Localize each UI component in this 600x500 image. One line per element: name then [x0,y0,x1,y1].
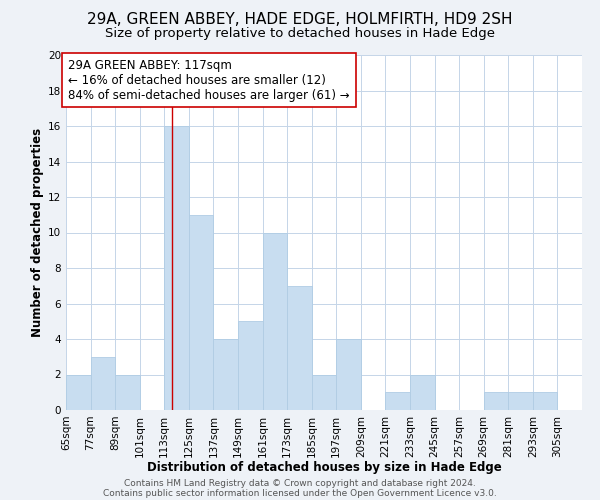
Bar [336,339,361,410]
Bar [484,392,508,410]
Bar [189,215,214,410]
Y-axis label: Number of detached properties: Number of detached properties [31,128,44,337]
Text: Contains public sector information licensed under the Open Government Licence v3: Contains public sector information licen… [103,488,497,498]
Bar [533,392,557,410]
Text: Contains HM Land Registry data © Crown copyright and database right 2024.: Contains HM Land Registry data © Crown c… [124,478,476,488]
Bar [410,374,434,410]
Bar [115,374,140,410]
X-axis label: Distribution of detached houses by size in Hade Edge: Distribution of detached houses by size … [146,461,502,474]
Text: 29A GREEN ABBEY: 117sqm
← 16% of detached houses are smaller (12)
84% of semi-de: 29A GREEN ABBEY: 117sqm ← 16% of detache… [68,58,350,102]
Bar [66,374,91,410]
Text: Size of property relative to detached houses in Hade Edge: Size of property relative to detached ho… [105,28,495,40]
Bar [385,392,410,410]
Bar [312,374,336,410]
Bar [91,357,115,410]
Bar [287,286,312,410]
Bar [508,392,533,410]
Bar [238,322,263,410]
Bar [263,232,287,410]
Bar [164,126,189,410]
Bar [214,339,238,410]
Text: 29A, GREEN ABBEY, HADE EDGE, HOLMFIRTH, HD9 2SH: 29A, GREEN ABBEY, HADE EDGE, HOLMFIRTH, … [87,12,513,28]
